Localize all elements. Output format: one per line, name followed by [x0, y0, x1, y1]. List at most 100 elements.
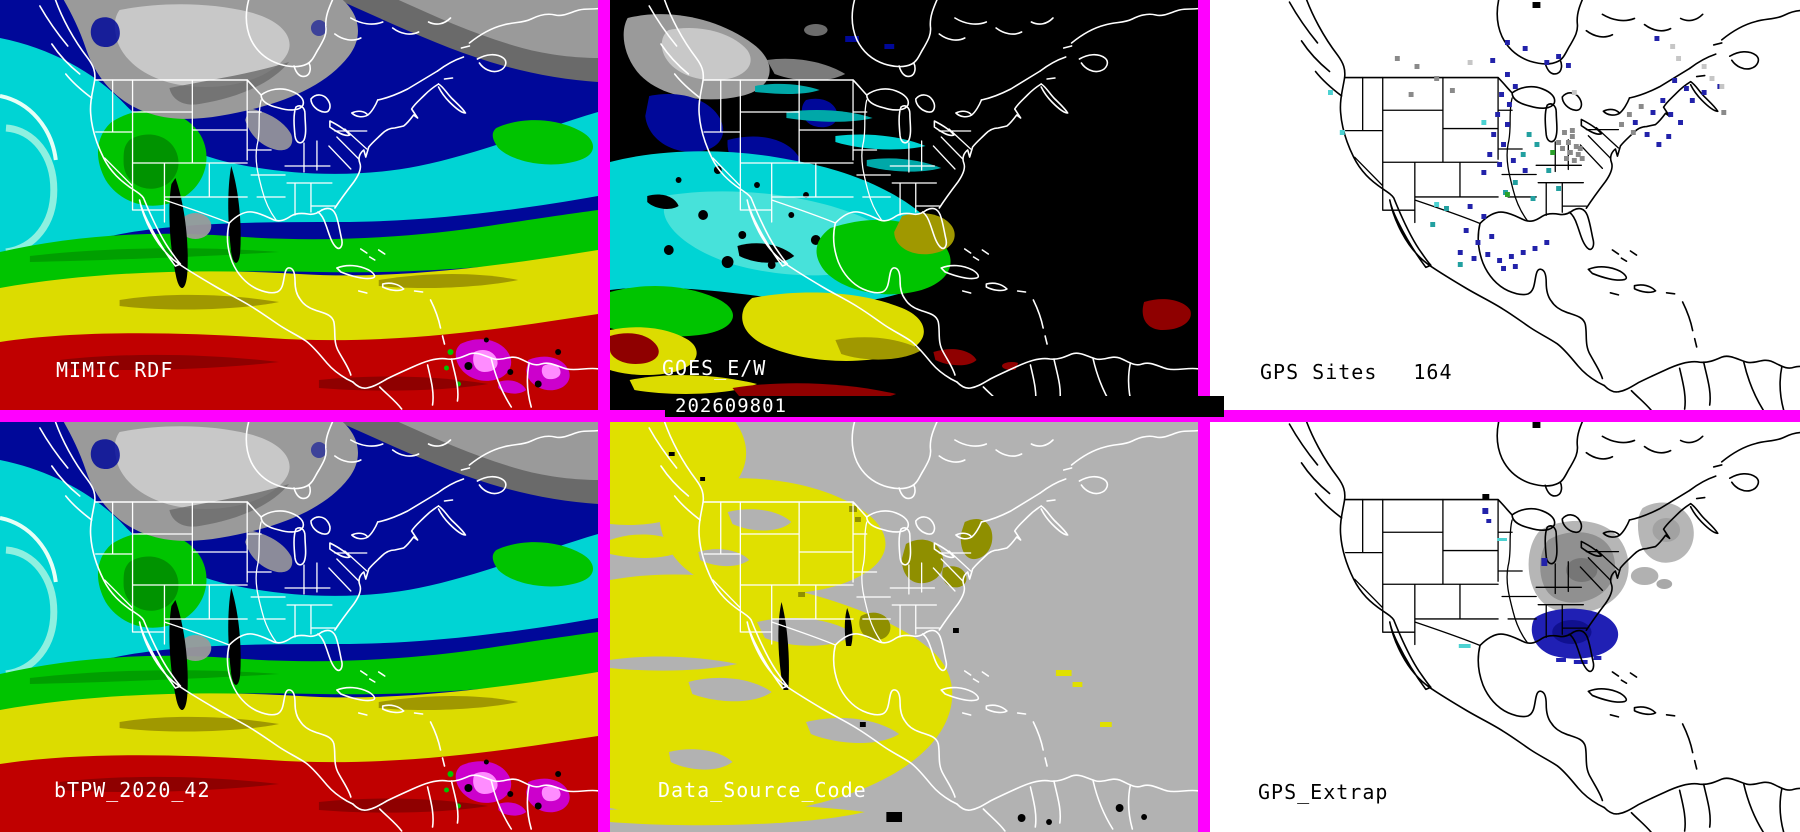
gps-site-dot	[1556, 54, 1562, 59]
extrap-blue-fringe	[1556, 656, 1602, 664]
gps-site-dot	[1497, 258, 1503, 263]
btpw-image	[0, 422, 598, 832]
extrap-black-dot-mn	[1482, 494, 1490, 500]
gps-sites-image	[1210, 0, 1800, 410]
panel-mimic-rdf: MIMIC RDF	[0, 0, 598, 410]
extrap-gray-smudge-md	[1656, 579, 1673, 589]
gps-site-dot	[1394, 56, 1400, 61]
panel-gps-sites: GPS Sites 164	[1210, 0, 1800, 410]
gps-extrap-image	[1210, 422, 1800, 832]
gps-site-dot	[1701, 90, 1707, 95]
gps-site-dot	[1467, 204, 1473, 209]
gps-site-dot	[1644, 132, 1650, 137]
gps-site-dot	[1501, 142, 1506, 147]
gps-site-dot	[1550, 150, 1556, 155]
gps-site-dot	[1434, 202, 1440, 207]
gps-site-dot	[1434, 76, 1440, 81]
gps-site-dot	[1339, 130, 1345, 135]
gps-site-dot	[1544, 60, 1550, 65]
gps-site-dot	[1666, 134, 1672, 139]
gps-site-dot	[1457, 262, 1463, 267]
gps-site-dot	[1449, 88, 1455, 93]
gps-site-dot	[1701, 64, 1707, 69]
gps-site-dot	[1408, 92, 1414, 97]
gps-site-dot	[1444, 206, 1449, 211]
gps-site-dot	[1467, 60, 1473, 65]
gps-site-dot	[1512, 180, 1518, 185]
gps-site-dot	[1721, 110, 1727, 115]
gps-site-dot	[1556, 140, 1562, 145]
gps-site-dot	[1567, 150, 1573, 155]
gps-site-dot	[1656, 142, 1662, 147]
gps-sites-top-mark	[1532, 2, 1541, 8]
gps-site-dot	[1505, 192, 1510, 197]
gps-site-dot	[1457, 250, 1463, 255]
gps-site-dot	[1562, 130, 1567, 135]
gps-site-dot	[1672, 78, 1678, 83]
gps-site-dot	[1565, 140, 1571, 145]
gps-site-dot	[1676, 56, 1682, 61]
gps-site-dot	[1505, 40, 1510, 45]
gps-site-dot	[1530, 196, 1536, 201]
gps-site-dot	[1471, 256, 1477, 261]
gps-site-dot	[1491, 132, 1497, 137]
gps-site-dot	[1534, 142, 1540, 147]
extrap-cyan-dashes	[1458, 538, 1507, 648]
gps-site-dot	[1414, 64, 1420, 69]
data-source-image	[610, 422, 1198, 832]
gps-site-dot	[1709, 76, 1715, 81]
mimic-rdf-image	[0, 0, 598, 410]
gps-site-dot	[1619, 122, 1624, 127]
gps-site-dot	[1569, 134, 1575, 139]
gps-site-dot	[1571, 158, 1577, 163]
gps-site-dot	[1520, 250, 1526, 255]
gps-site-dot	[1522, 168, 1528, 173]
gps-site-dot	[1501, 266, 1506, 271]
panel-goes-ew: GOES_E/W	[610, 0, 1198, 410]
gps-site-dot	[1520, 152, 1526, 157]
panel-gps-extrap: GPS_Extrap	[1210, 422, 1800, 832]
gps-site-dot	[1481, 170, 1487, 175]
gps-sites-background	[1210, 0, 1800, 410]
gps-site-dot	[1430, 222, 1436, 227]
gps-site-dot	[1522, 46, 1528, 51]
gps-site-dot	[1660, 98, 1666, 103]
gps-site-dot	[1577, 146, 1583, 151]
panel-data-source-code: Data_Source_Code	[610, 422, 1198, 832]
gps-site-dot	[1475, 240, 1481, 245]
gps-site-dot	[1546, 168, 1552, 173]
goes-timestamp-bar: 202609801	[665, 396, 1224, 417]
extrap-gray-blob-newengland-core	[1652, 518, 1681, 542]
gps-site-dot	[1575, 152, 1581, 157]
gps-extrap-background	[1210, 422, 1800, 832]
gps-site-dot	[1560, 146, 1565, 151]
gps-site-dot	[1497, 162, 1503, 167]
gps-site-dot	[1532, 246, 1538, 251]
gps-site-dot	[1670, 44, 1676, 49]
gps-site-dot	[1481, 120, 1487, 125]
gps-site-dot	[1569, 128, 1575, 133]
gps-site-dot	[1512, 84, 1518, 89]
gps-site-dot	[1579, 156, 1585, 161]
gps-site-dot	[1499, 92, 1505, 97]
gps-site-dot	[1668, 112, 1674, 117]
extrap-blue-blob-core	[1552, 620, 1592, 644]
gps-site-dot	[1678, 120, 1683, 125]
gps-site-dot	[1571, 90, 1577, 95]
gps-site-dot	[1510, 158, 1516, 163]
gps-site-dot	[1626, 112, 1632, 117]
gps-site-dot	[1564, 156, 1569, 161]
gps-site-dot	[1654, 36, 1660, 41]
gps-site-dot	[1505, 122, 1510, 127]
gps-site-dot	[1630, 130, 1636, 135]
gps-site-dot	[1683, 86, 1689, 91]
gps-site-dots-layer	[1328, 36, 1727, 271]
extrap-gray-smudge-pa	[1630, 567, 1659, 585]
gps-site-dot	[1573, 144, 1579, 149]
panel-btpw: bTPW_2020_42	[0, 422, 598, 832]
gps-site-dot	[1485, 252, 1491, 257]
gps-site-dot	[1650, 110, 1656, 115]
gps-site-dot	[1556, 186, 1562, 191]
gps-site-dot	[1489, 234, 1495, 239]
